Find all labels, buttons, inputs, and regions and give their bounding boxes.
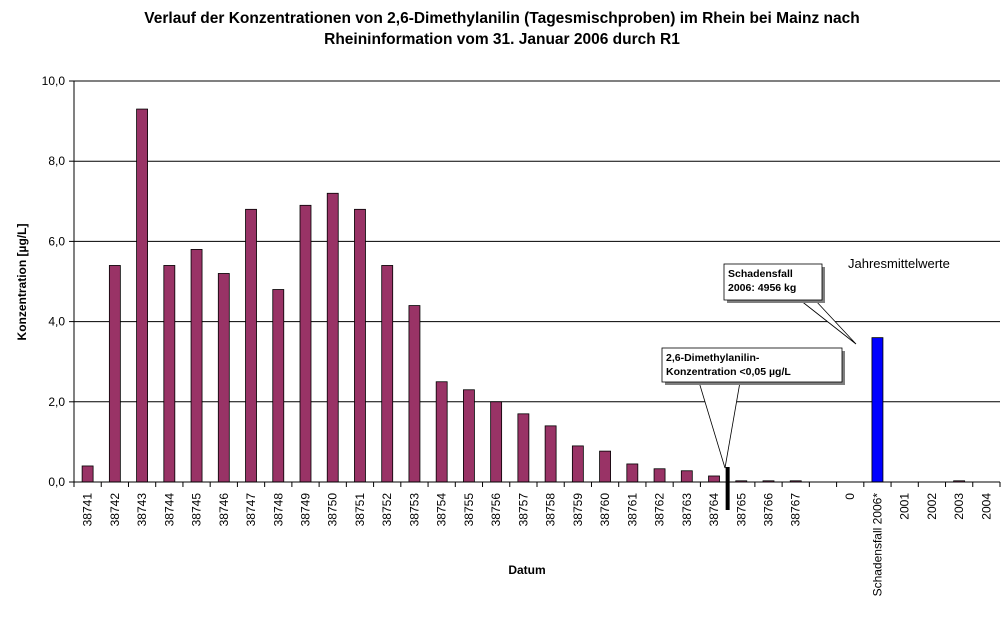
bar	[680, 470, 693, 483]
bar	[463, 389, 475, 483]
callout-text: 2,6-Dimethylanilin-	[666, 352, 760, 364]
x-tick-label: 38741	[81, 493, 95, 527]
x-tick-label: 38761	[625, 493, 639, 527]
bar	[163, 265, 176, 483]
x-tick-label: 38745	[190, 493, 204, 527]
x-tick-label: 38759	[571, 493, 585, 527]
x-axis-label: Datum	[508, 563, 545, 577]
bar	[517, 413, 530, 483]
bar	[299, 204, 312, 483]
bar	[354, 208, 366, 483]
x-tick-label: 38742	[108, 493, 122, 527]
callout-damage-case: Schadensfall 2006: 4956 kg	[723, 263, 857, 345]
detection-limit-marker	[725, 467, 730, 510]
x-tick-label: 38744	[162, 493, 176, 527]
callout-pointer	[698, 381, 741, 469]
y-tick-label: 2,0	[48, 395, 65, 409]
y-tick-label: 4,0	[48, 315, 65, 329]
bar	[408, 305, 421, 483]
annotations: 2,6-Dimethylanilin- Konzentration <0,05 µ…	[661, 263, 857, 510]
bar	[571, 445, 584, 483]
callout-text: Schadensfall	[728, 268, 793, 280]
bar	[326, 192, 339, 483]
x-tick-label: 38763	[680, 493, 694, 527]
callout-box	[661, 347, 843, 383]
x-tick-label: 2002	[925, 493, 939, 520]
x-tick-label: Schadensfall 2006*	[870, 493, 884, 597]
x-tick-label: 38750	[326, 493, 340, 527]
y-tick-label: 6,0	[48, 234, 65, 248]
x-tick-label: 2001	[898, 493, 912, 520]
axes	[69, 80, 1001, 487]
bar	[217, 273, 230, 483]
bar	[245, 208, 257, 483]
x-tick-label: 2003	[952, 493, 966, 520]
bars	[81, 108, 966, 483]
x-tick-label: 38767	[789, 493, 803, 527]
x-tick-label: 38751	[353, 493, 367, 527]
y-tick-label: 0,0	[48, 475, 65, 489]
x-tick-label: 38748	[271, 493, 285, 527]
bar	[708, 475, 720, 483]
x-tick-label: 38760	[598, 493, 612, 527]
x-tick-label: 38762	[653, 493, 667, 527]
bar	[490, 401, 503, 483]
y-axis-label: Konzentration [µg/L]	[15, 224, 29, 341]
x-tick-label: 38743	[135, 493, 149, 527]
chart-title-line1: Verlauf der Konzentrationen von 2,6-Dime…	[144, 10, 860, 27]
y-tick-label: 10,0	[42, 74, 66, 88]
x-tick-label: 38749	[299, 493, 313, 527]
bar	[544, 425, 557, 483]
x-tick-label: 38764	[707, 493, 721, 527]
y-tick-label: 8,0	[48, 154, 65, 168]
x-tick-label: 38752	[380, 493, 394, 527]
x-tick-label: 38766	[762, 493, 776, 527]
x-tick-label: 38758	[544, 493, 558, 527]
bar	[136, 108, 148, 483]
x-tick-label: 38755	[462, 493, 476, 527]
bar	[435, 381, 448, 483]
bar	[653, 468, 666, 483]
callout-text: 2006: 4956 kg	[728, 282, 796, 294]
bar	[381, 265, 394, 483]
bar	[626, 463, 639, 483]
callout-detection-limit: 2,6-Dimethylanilin- Konzentration <0,05 µ…	[661, 347, 845, 469]
annual-label: Jahresmittelwerte	[848, 256, 950, 271]
callout-text: Konzentration <0,05 µg/L	[666, 366, 791, 378]
x-tick-label: 38746	[217, 493, 231, 527]
chart-title-line2: Rheininformation vom 31. Januar 2006 dur…	[324, 31, 680, 48]
x-tick-label: 38757	[516, 493, 530, 527]
x-tick-label: 38753	[407, 493, 421, 527]
x-tick-label: 2004	[979, 493, 993, 520]
bar	[871, 337, 884, 483]
x-tick-label: 38756	[489, 493, 503, 527]
bar	[272, 289, 285, 483]
x-tick-label: 38747	[244, 493, 258, 527]
bar	[599, 450, 611, 483]
bar	[81, 465, 94, 483]
gridlines	[74, 80, 1000, 403]
chart-title: Verlauf der Konzentrationen von 2,6-Dime…	[60, 8, 944, 50]
y-tick-labels: 0,0 2,0 4,0 6,0 8,0 10,0	[42, 74, 66, 489]
x-tick-label: 38765	[734, 493, 748, 527]
bar	[108, 265, 121, 483]
x-tick-label: 0	[843, 493, 857, 500]
x-tick-labels: 38741 38742 38743 38744 38745 38746 38747 38748…	[81, 493, 994, 597]
x-tick-label: 38754	[435, 493, 449, 527]
bar	[190, 249, 203, 483]
callout-box	[723, 263, 823, 301]
